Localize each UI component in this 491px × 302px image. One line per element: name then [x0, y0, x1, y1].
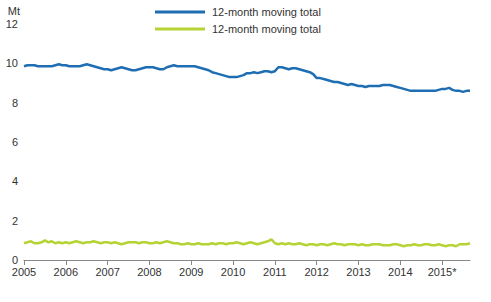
svg-text:12: 12	[6, 18, 18, 30]
svg-text:Mt: Mt	[8, 5, 20, 17]
svg-text:2011: 2011	[263, 266, 287, 278]
svg-text:2013: 2013	[346, 266, 370, 278]
svg-text:2006: 2006	[54, 266, 78, 278]
svg-text:12-month moving total: 12-month moving total	[212, 6, 321, 18]
svg-text:0: 0	[12, 254, 18, 266]
svg-text:2010: 2010	[221, 266, 245, 278]
svg-text:6: 6	[12, 136, 18, 148]
svg-text:2014: 2014	[388, 266, 412, 278]
svg-text:2012: 2012	[304, 266, 328, 278]
svg-text:2: 2	[12, 215, 18, 227]
svg-text:2015*: 2015*	[428, 266, 457, 278]
svg-text:8: 8	[12, 97, 18, 109]
svg-text:2008: 2008	[137, 266, 161, 278]
svg-text:12-month moving total: 12-month moving total	[212, 23, 321, 35]
svg-text:10: 10	[6, 57, 18, 69]
svg-text:2007: 2007	[95, 266, 119, 278]
svg-text:2009: 2009	[179, 266, 203, 278]
svg-text:2005: 2005	[12, 266, 36, 278]
svg-text:4: 4	[12, 175, 18, 187]
